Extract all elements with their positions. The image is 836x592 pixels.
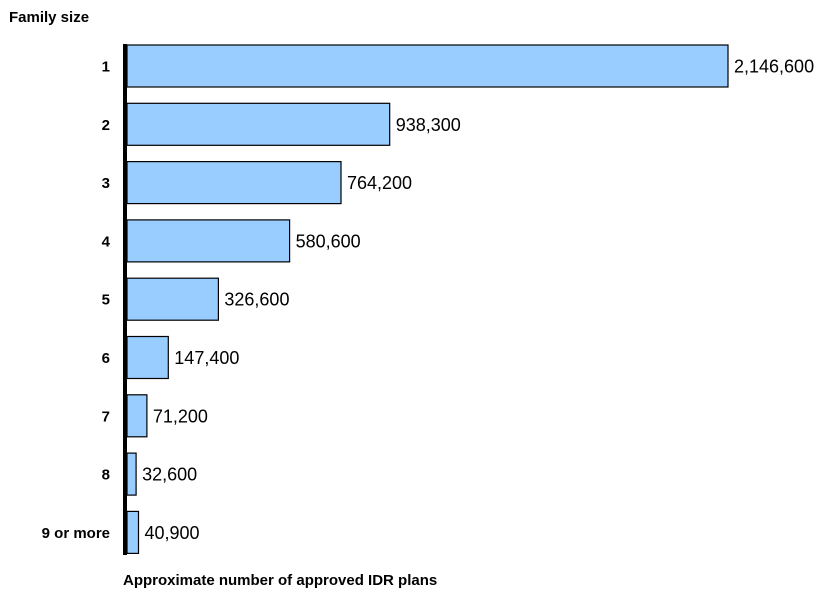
value-label: 71,200 [153, 406, 208, 426]
category-label: 5 [102, 292, 110, 309]
bar-9-or-more [126, 510, 140, 554]
bar-1 [126, 44, 729, 88]
category-label: 3 [102, 175, 110, 192]
bar-2 [126, 102, 391, 146]
category-label: 4 [102, 233, 111, 250]
value-label: 580,600 [296, 231, 361, 251]
category-label: 6 [102, 350, 110, 367]
bars-group: 1 2,146,600 2 938,300 3 764,200 4 580,600 5 326,6… [42, 44, 814, 554]
category-label: 9 or more [42, 525, 110, 542]
value-label: 764,200 [347, 173, 412, 193]
category-label: 2 [102, 117, 110, 134]
value-label: 938,300 [396, 115, 461, 135]
value-label: 147,400 [174, 348, 239, 368]
bar-3 [126, 161, 342, 205]
bar-6 [126, 335, 169, 380]
bar-4 [126, 219, 291, 263]
category-label: 1 [102, 59, 110, 76]
bar-8 [126, 452, 137, 496]
category-label: 7 [102, 408, 110, 425]
value-label: 326,600 [224, 290, 289, 310]
value-label: 32,600 [142, 465, 197, 485]
value-label: 2,146,600 [734, 57, 814, 77]
bar-5 [126, 277, 220, 321]
bar-7 [126, 394, 148, 438]
y-axis-title: Family size [9, 9, 89, 26]
x-axis-title: Approximate number of approved IDR plans [123, 572, 437, 589]
category-label: 8 [102, 467, 110, 484]
value-label: 40,900 [145, 523, 200, 543]
